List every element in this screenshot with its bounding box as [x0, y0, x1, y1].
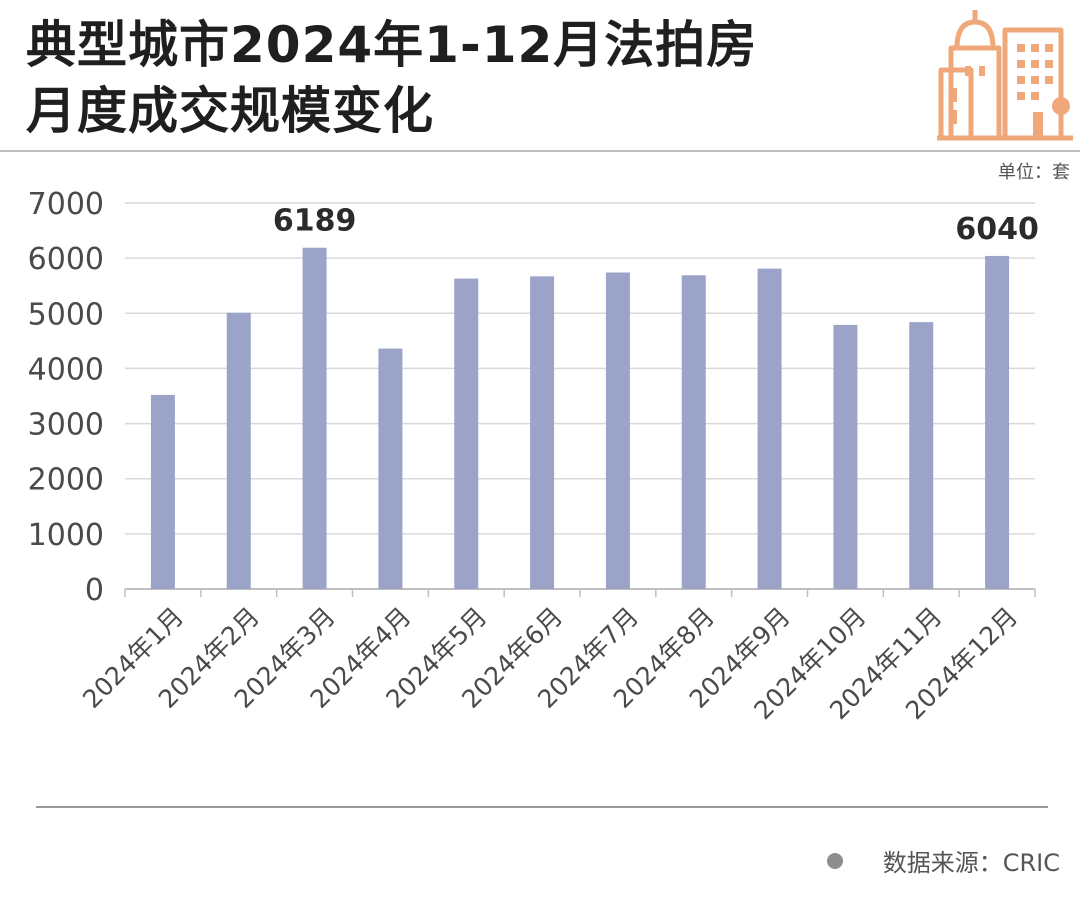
bars	[150, 247, 1010, 590]
y-tick-label: 1000	[28, 518, 104, 553]
bar	[985, 255, 1010, 590]
data-label: 6040	[955, 212, 1039, 247]
bar	[454, 278, 479, 589]
bar	[833, 324, 858, 589]
header-divider	[0, 150, 1080, 152]
bar-chart: 0 1000 2000 3000 4000 5000 6000 7000 6189 6040 2…	[28, 187, 1039, 725]
city-buildings-logo-icon	[937, 10, 1073, 141]
y-tick-label: 6000	[28, 242, 104, 277]
data-labels: 6189 6040	[273, 204, 1039, 247]
bar	[757, 268, 782, 589]
y-tick-label: 2000	[28, 463, 104, 498]
y-tick-label: 0	[85, 573, 104, 608]
bar	[530, 276, 555, 589]
bar	[681, 275, 706, 589]
chart-title-line-2: 月度成交规模变化	[26, 82, 434, 140]
bar	[378, 348, 403, 589]
y-tick-label: 3000	[28, 408, 104, 443]
source-label: 数据来源：CRIC	[882, 849, 1060, 877]
unit-label: 单位：套	[998, 162, 1070, 183]
chart-title-line-1: 典型城市2024年1-12月法拍房	[26, 16, 758, 74]
y-tick-label: 4000	[28, 352, 104, 387]
bar	[150, 394, 175, 589]
y-tick-label: 5000	[28, 297, 104, 332]
source-note: 数据来源：CRIC	[826, 843, 1060, 878]
bar	[605, 272, 630, 589]
bar	[909, 322, 934, 589]
footer-divider	[36, 806, 1048, 808]
bar	[302, 247, 327, 589]
y-tick-label: 7000	[28, 187, 104, 222]
x-axis-ticks: 2024年1月2024年2月2024年3月2024年4月2024年5月2024年…	[77, 602, 1023, 725]
bullet-dot-icon	[826, 852, 843, 869]
y-axis-ticks: 0 1000 2000 3000 4000 5000 6000 7000	[28, 187, 104, 608]
chart-title: 典型城市2024年1-12月法拍房 月度成交规模变化	[26, 12, 757, 144]
data-label: 6189	[273, 204, 357, 239]
grid-lines	[124, 202, 1036, 597]
bar	[226, 312, 251, 589]
